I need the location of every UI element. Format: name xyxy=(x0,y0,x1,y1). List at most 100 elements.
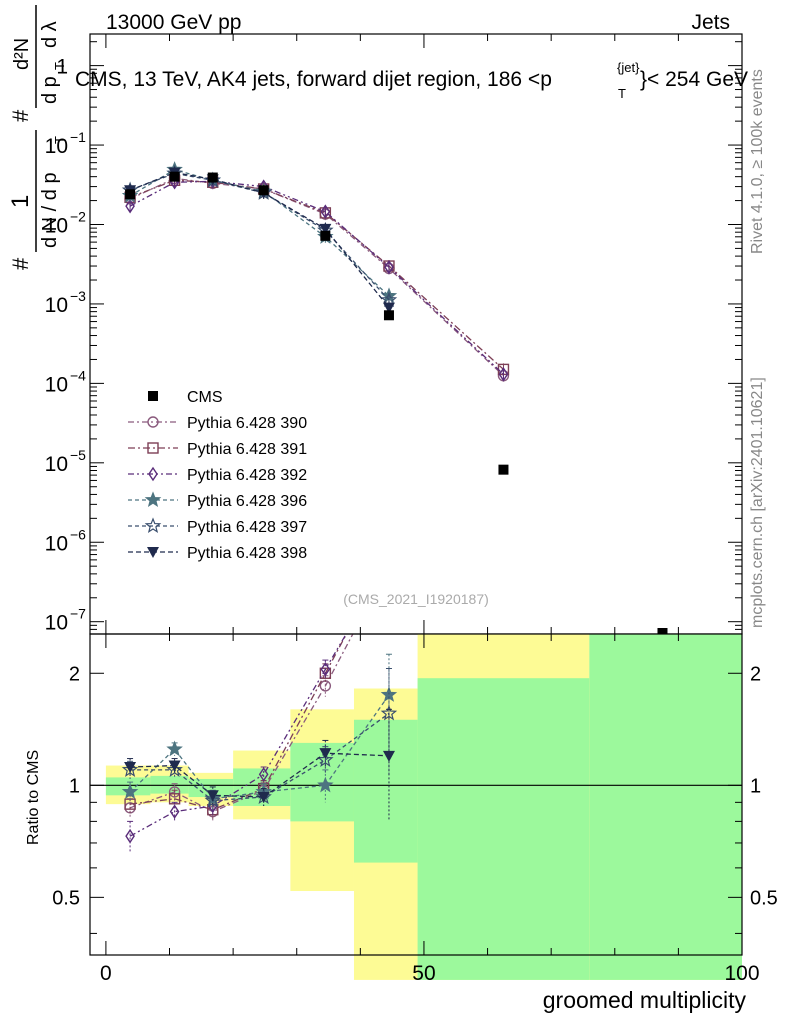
y-tick-label: 10 xyxy=(45,532,68,555)
ratio-point xyxy=(320,662,331,677)
ratio-point xyxy=(380,704,398,721)
analysis-id: (CMS_2021_I1920187) xyxy=(343,591,489,607)
ratio-point xyxy=(121,783,139,799)
ratio-point xyxy=(319,748,332,760)
ratio-line-4 xyxy=(130,712,390,802)
y-tick-exponent: −5 xyxy=(70,447,86,463)
ratio-point xyxy=(384,550,394,560)
plot-title-tail: }< 254 GeV xyxy=(640,68,748,91)
main-line-2 xyxy=(129,180,504,375)
y-tick-label: 10 xyxy=(45,294,68,317)
data-point-clipped xyxy=(657,628,668,634)
data-point xyxy=(498,464,509,475)
ylabel-hash-2: # xyxy=(8,109,33,122)
mcplots-label: mcplots.cern.ch [arXiv:2401.10621] xyxy=(749,377,766,628)
y-tick-label: 10 xyxy=(45,135,68,158)
ratio-point xyxy=(166,761,183,777)
ratio-point xyxy=(125,828,135,844)
ratio-y-axis-label: Ratio to CMS xyxy=(25,750,42,845)
ratio-tick-label-right: 1 xyxy=(750,775,761,797)
ylabel-dl: d λ xyxy=(39,21,61,48)
legend-marker xyxy=(147,547,159,558)
ratio-point xyxy=(385,555,393,567)
legend-marker xyxy=(148,466,158,482)
ratio-point xyxy=(206,790,219,802)
y-tick-label: 10 xyxy=(45,453,68,476)
legend-marker xyxy=(144,517,162,534)
ratio-tick-label-right: 2 xyxy=(750,663,761,685)
ratio-frame xyxy=(89,633,743,956)
y-tick-exponent: −2 xyxy=(70,208,86,224)
data-point xyxy=(320,230,331,241)
data-point xyxy=(258,185,269,196)
beam-label: 13000 GeV pp xyxy=(106,11,241,34)
legend: CMS Pythia 6.428 390 Pythia 6.428 391 Pythi… xyxy=(128,389,307,562)
ratio-point xyxy=(168,786,181,798)
legend-marker-cms xyxy=(148,391,158,401)
ratio-tick-label-left: 0.5 xyxy=(52,887,80,909)
plot-title: CMS, 13 TeV, AK4 jets, forward dijet reg… xyxy=(75,60,748,101)
main-point xyxy=(125,198,135,214)
main-point xyxy=(319,223,332,235)
ratio-point xyxy=(499,332,507,344)
ratio-plot: 0.5 0.5 1 1 2 2 xyxy=(52,310,778,980)
main-point xyxy=(320,204,331,219)
ratio-band-inner xyxy=(105,777,151,796)
ratio-point xyxy=(498,340,508,350)
main-line-1 xyxy=(129,179,504,370)
y-tick-exponent: −1 xyxy=(70,129,86,145)
data-point xyxy=(383,310,394,321)
ratio-point xyxy=(124,761,137,773)
y-tick-exponent: −6 xyxy=(70,526,86,542)
ratio-point xyxy=(317,751,334,767)
ratio-band-inner xyxy=(353,719,418,863)
ylabel-dpt: d p xyxy=(39,76,61,104)
y-tick-label: 10 xyxy=(45,214,68,237)
ratio-band-inner xyxy=(417,678,590,980)
legend-label: Pythia 6.428 390 xyxy=(187,415,307,432)
legend-label-cms: CMS xyxy=(187,389,223,406)
main-point xyxy=(384,259,394,275)
x-tick-label: 100 xyxy=(724,962,759,985)
ratio-tick-label-left: 2 xyxy=(69,663,80,685)
ratio-point xyxy=(166,740,183,757)
x-tick-label: 50 xyxy=(412,962,435,985)
legend-marker xyxy=(147,442,159,454)
ratio-line-3 xyxy=(129,694,390,800)
ylabel-t2: T xyxy=(52,62,67,70)
legend-marker xyxy=(147,416,159,428)
ratio-band-inner xyxy=(188,778,234,798)
legend-label: Pythia 6.428 397 xyxy=(187,519,307,536)
legend-label: Pythia 6.428 392 xyxy=(187,467,307,484)
legend-marker xyxy=(144,491,162,508)
ratio-band-inner xyxy=(589,634,742,980)
y-tick-label: 10 xyxy=(45,373,68,396)
ratio-point xyxy=(257,792,270,804)
main-line-0 xyxy=(129,177,504,377)
x-tick-label: 0 xyxy=(100,962,112,985)
legend-label: Pythia 6.428 396 xyxy=(187,493,307,510)
main-plot: 10 −710 −610 −510 −410 −310 −210 −11 xyxy=(45,33,743,635)
ratio-point xyxy=(498,310,508,320)
ratio-tick-label-right: 0.5 xyxy=(750,887,778,909)
main-point xyxy=(382,302,395,314)
data-point xyxy=(125,189,136,200)
ylabel-d2n: d²N xyxy=(11,38,33,70)
main-line-5 xyxy=(129,171,390,309)
y-tick-exponent: −7 xyxy=(70,606,86,622)
ylabel-one: 1 xyxy=(7,195,34,208)
category-label: Jets xyxy=(691,11,730,34)
ratio-tick-label-left: 1 xyxy=(69,775,80,797)
y-tick-exponent: −3 xyxy=(70,288,86,304)
data-point xyxy=(169,171,180,182)
plot-title-sup: {jet} xyxy=(617,60,640,75)
ratio-series-area xyxy=(121,310,508,853)
plot-title-sub: T xyxy=(618,86,626,101)
main-point xyxy=(498,367,509,382)
main-frame xyxy=(89,33,743,635)
ylabel-t: T xyxy=(52,136,67,144)
main-series-area xyxy=(121,161,510,475)
ratio-point xyxy=(168,760,181,772)
ratio-point xyxy=(384,561,394,571)
